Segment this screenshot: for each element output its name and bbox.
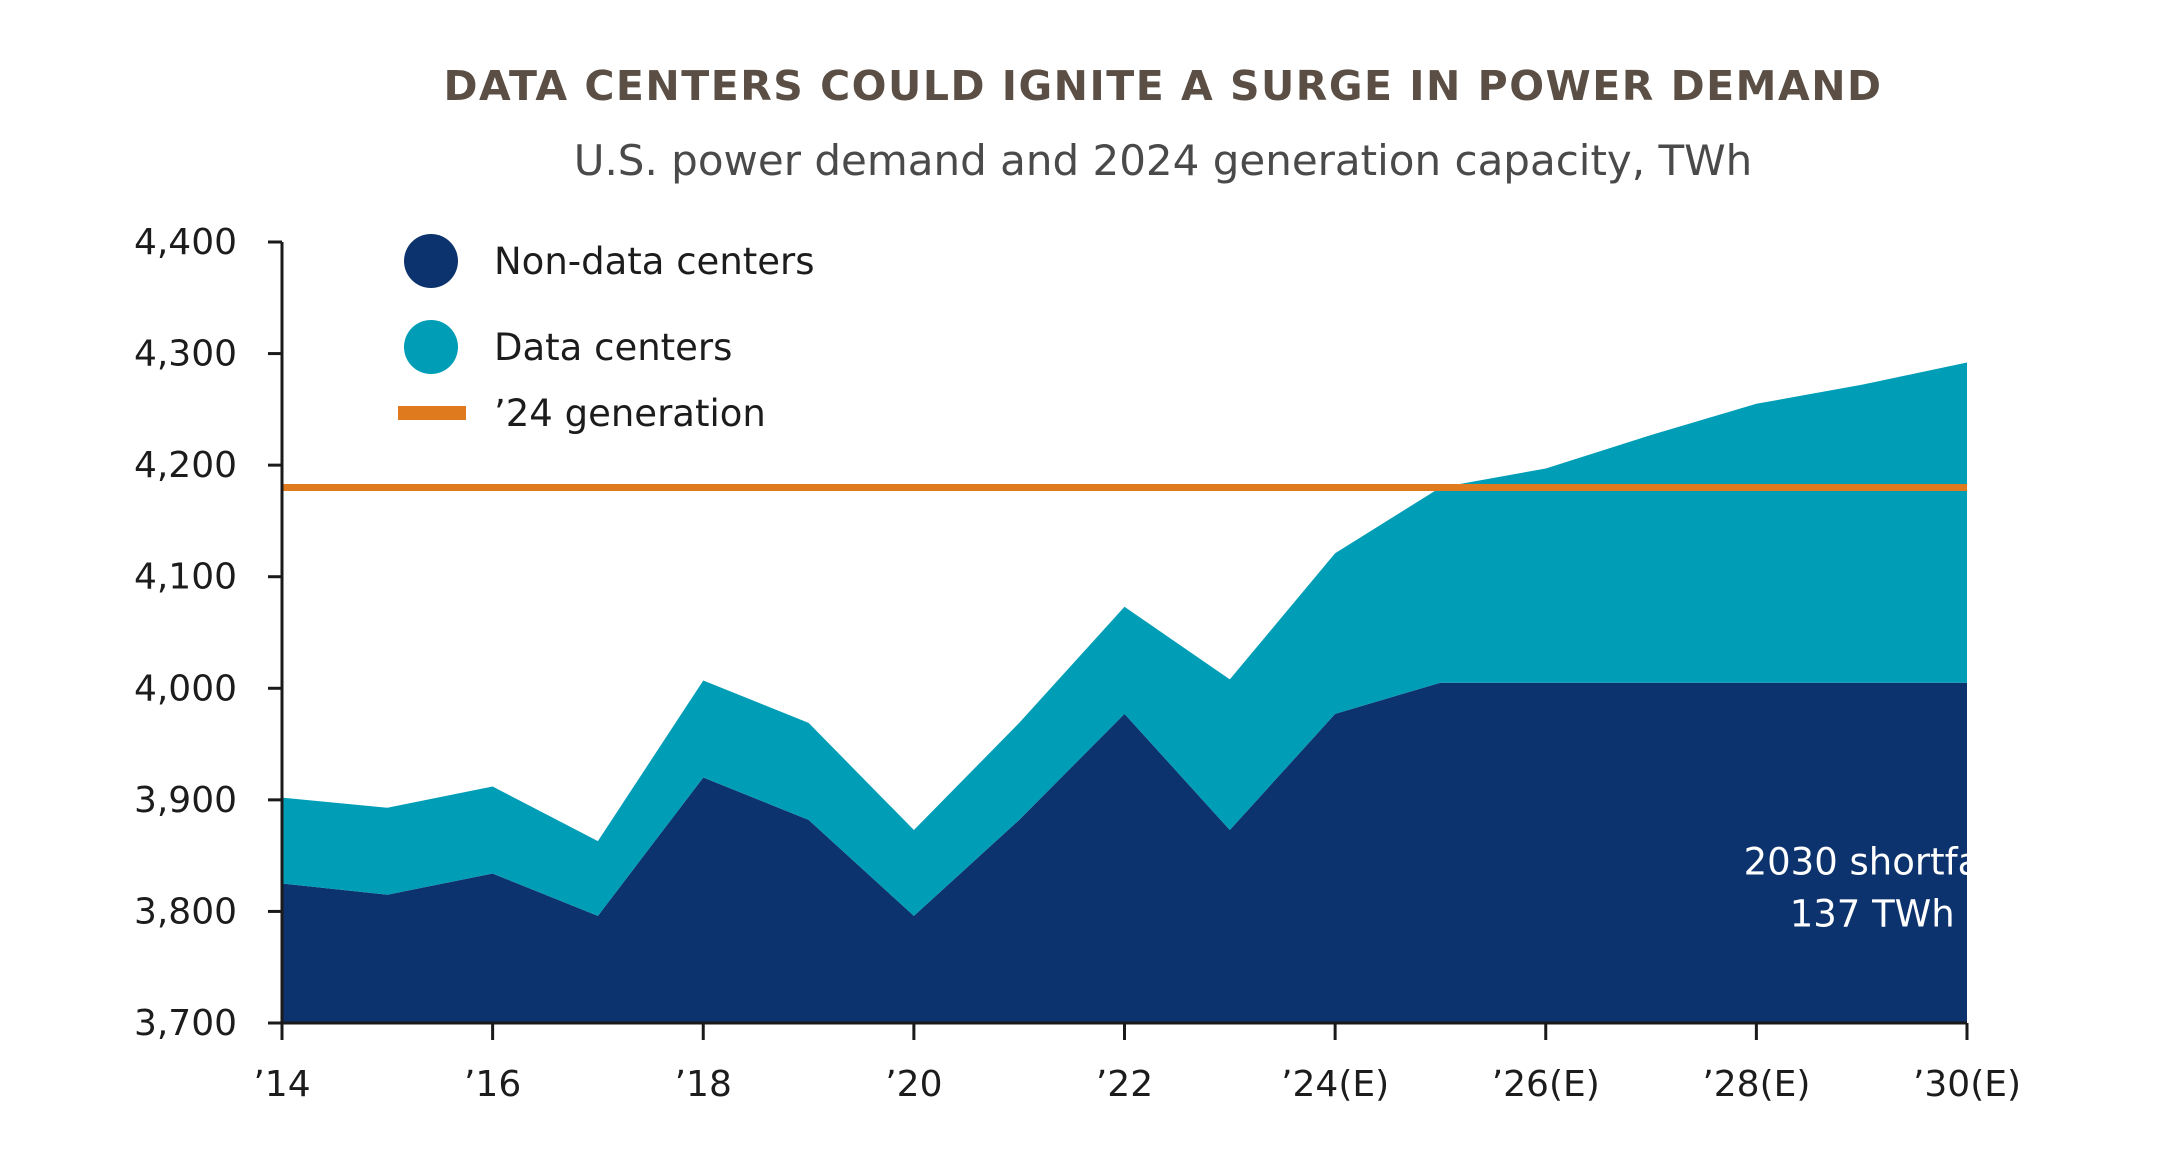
- legend-swatch: [404, 320, 458, 374]
- y-tick-label: 4,200: [134, 445, 237, 486]
- axes: 3,700 3,800 3,900 4,000 4,100 4,200 4,300 4,400…: [134, 222, 2021, 1105]
- x-tick-label: ’18: [675, 1064, 732, 1105]
- x-tick-label: ’16: [464, 1064, 521, 1105]
- x-tick-label: ’14: [253, 1064, 310, 1105]
- y-tick-label: 4,400: [134, 222, 237, 263]
- x-tick-label: ’26(E): [1492, 1064, 1600, 1105]
- plot-areas: [282, 362, 1967, 1023]
- legend-label: Non-data centers: [494, 240, 815, 283]
- legend: Non-data centers Data centers ’24 generati…: [398, 234, 815, 435]
- y-tick-label: 4,000: [134, 668, 237, 709]
- area-non-data-centers: [282, 682, 1967, 1023]
- annotation-group: 2030 shortfall 137 TWh: [1744, 841, 2001, 936]
- x-tick-label: ’22: [1096, 1064, 1153, 1105]
- chart-subtitle: U.S. power demand and 2024 generation ca…: [573, 136, 1753, 185]
- shortfall-annotation: 137 TWh: [1790, 893, 1955, 936]
- legend-swatch: [404, 234, 458, 288]
- y-tick-label: 3,900: [134, 780, 237, 821]
- legend-label: ’24 generation: [494, 392, 766, 435]
- x-tick-label: ’30(E): [1913, 1064, 2021, 1105]
- area-data-centers: [282, 362, 1967, 916]
- shortfall-annotation: 2030 shortfall: [1744, 841, 2001, 884]
- y-tick-label: 4,300: [134, 334, 237, 375]
- x-tick-label: ’28(E): [1702, 1064, 1810, 1105]
- y-tick-label: 3,800: [134, 891, 237, 932]
- x-tick-label: ’24(E): [1281, 1064, 1389, 1105]
- y-tick-label: 3,700: [134, 1003, 237, 1044]
- x-tick-label: ’20: [885, 1064, 942, 1105]
- chart-title: DATA CENTERS COULD IGNITE A SURGE IN POW…: [443, 62, 1883, 110]
- legend-swatch: [398, 406, 466, 420]
- legend-label: Data centers: [494, 326, 732, 369]
- y-tick-label: 4,100: [134, 557, 237, 598]
